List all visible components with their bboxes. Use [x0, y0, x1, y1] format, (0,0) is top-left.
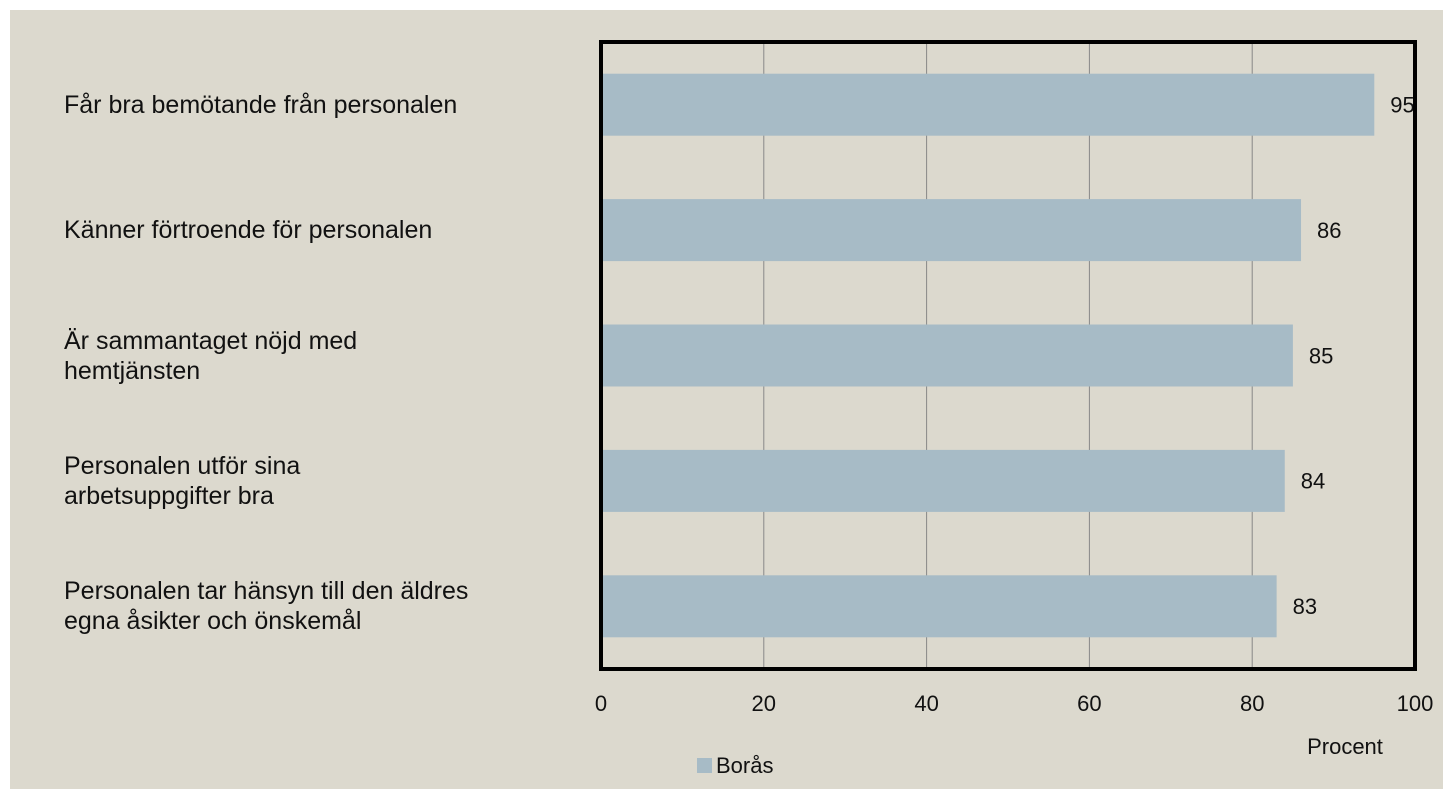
y-tick-label: Är sammantaget nöjd med hemtjänsten: [64, 326, 358, 385]
y-tick-label: Får bra bemötande från personalen: [64, 90, 458, 119]
bar: [601, 324, 1293, 387]
x-tick-label: 100: [1397, 691, 1434, 716]
value-label: 83: [1293, 594, 1317, 619]
legend-swatch: [697, 758, 712, 773]
value-label: 95: [1390, 93, 1414, 118]
bar: [601, 199, 1302, 262]
x-tick-label: 40: [914, 691, 938, 716]
x-axis-label: Procent: [1307, 734, 1383, 759]
plot-border: [599, 40, 1417, 671]
x-tick-label: 0: [595, 691, 607, 716]
x-tick-label: 20: [752, 691, 776, 716]
bar: [601, 449, 1285, 512]
y-tick-label: Personalen tar hänsyn till den äldres eg…: [64, 577, 469, 636]
value-label: 84: [1301, 469, 1325, 494]
value-label: 86: [1317, 218, 1341, 243]
background: [10, 10, 1443, 789]
value-label: 85: [1309, 343, 1333, 368]
bar: [601, 73, 1375, 136]
bar: [601, 575, 1277, 638]
legend-label: Borås: [716, 753, 773, 778]
x-tick-label: 80: [1240, 691, 1264, 716]
y-tick-label: Personalen utför sina arbetsuppgifter br…: [64, 451, 301, 510]
y-tick-label: Känner förtroende för personalen: [64, 216, 433, 245]
x-tick-label: 60: [1077, 691, 1101, 716]
